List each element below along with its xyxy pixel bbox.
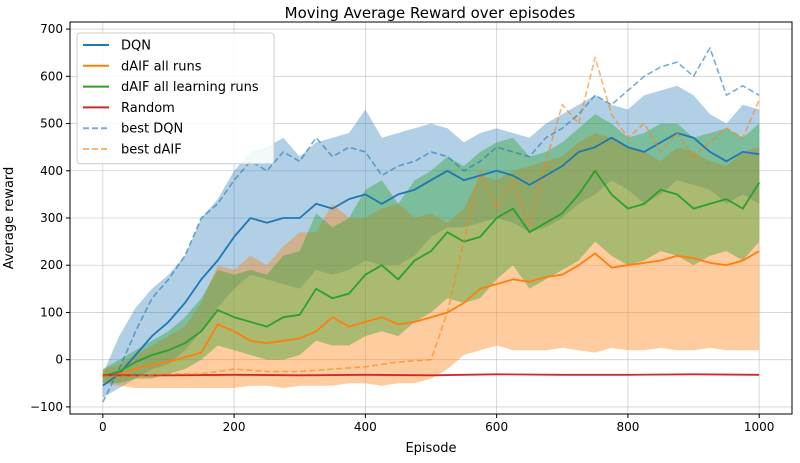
series-lines [102,47,760,403]
y-tick-label: 400 [40,164,63,178]
x-tick-label: 200 [223,420,246,434]
y-tick-label: 500 [40,117,63,131]
y-tick-label: 300 [40,211,63,225]
legend-label: dAIF all runs [121,59,202,74]
x-tick-label: 600 [485,420,508,434]
y-axis-ticks: −100 0 100 200 300 400 500 600 700 [30,22,70,414]
x-tick-label: 400 [354,420,377,434]
best-dqn-line [102,47,760,403]
y-tick-label: 700 [40,22,63,36]
best-daif-line [102,56,760,378]
daif-all-runs-band [102,133,760,388]
legend: DQN dAIF all runs dAIF all learning runs Ra… [76,32,275,165]
daif-all-runs-line [102,250,760,378]
y-tick-label: 0 [55,353,63,367]
legend-label: dAIF all learning runs [121,80,259,95]
y-tick-label: 100 [40,305,63,319]
x-tick-label: 0 [99,420,107,434]
x-tick-label: 800 [616,420,639,434]
legend-label: Random [121,101,175,116]
legend-label: best DQN [121,122,183,137]
x-axis-label: Episode [405,441,456,456]
random-line [102,373,760,377]
x-axis-ticks: 0 200 400 600 800 1000 [99,414,774,434]
y-axis-label: Average reward [2,167,17,270]
x-tick-label: 1000 [744,420,775,434]
y-tick-label: 200 [40,258,63,272]
daif-all-learning-runs-line [102,169,760,378]
legend-box [76,32,275,165]
legend-label: DQN [121,39,151,54]
daif-all-learning-runs-band [102,114,760,384]
grid-lines [70,22,792,414]
legend-label: best dAIF [121,143,182,158]
dqn-line [102,132,760,387]
y-tick-label: −100 [30,400,63,414]
chart-title: Moving Average Reward over episodes [285,4,576,22]
y-tick-label: 600 [40,69,63,83]
